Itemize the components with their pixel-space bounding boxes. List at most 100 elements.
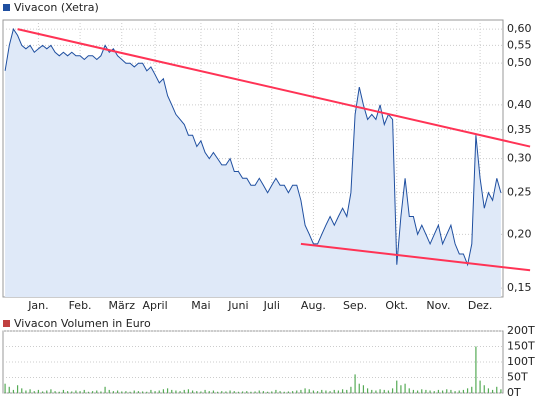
x-tick-label: Okt.: [385, 299, 408, 312]
volume-bar: [383, 389, 385, 393]
volume-bar: [141, 391, 144, 393]
volume-bar: [46, 390, 48, 393]
volume-bar: [229, 390, 231, 393]
volume-bar: [50, 389, 52, 393]
volume-bar: [337, 390, 340, 393]
y-tick-label: 50T: [507, 371, 528, 384]
volume-bar: [362, 385, 365, 393]
y-tick-label: 0,25: [507, 186, 532, 199]
volume-bar: [175, 390, 177, 393]
y-tick-label: 0,50: [507, 56, 532, 69]
volume-bar: [421, 389, 423, 393]
volume-bar: [400, 385, 402, 393]
volume-bar: [54, 391, 56, 393]
volume-bar: [283, 391, 285, 393]
volume-bar: [404, 383, 406, 393]
y-tick-label: 0,20: [507, 227, 532, 240]
legend-label: Vivacon Volumen in Euro: [14, 317, 151, 330]
volume-bar: [233, 391, 235, 393]
volume-bar: [346, 389, 348, 393]
volume-bar: [287, 391, 290, 393]
y-tick-label: 0,40: [507, 98, 532, 111]
legend-swatch: [3, 320, 10, 327]
volume-bar: [171, 389, 173, 393]
y-tick-label: 0,35: [507, 123, 532, 136]
x-tick-label: Dez.: [468, 299, 493, 312]
volume-bar: [266, 391, 269, 393]
volume-bar: [479, 380, 481, 393]
volume-bar: [366, 388, 369, 393]
volume-bar: [316, 391, 319, 393]
volume-bar: [433, 391, 435, 393]
volume-bar: [96, 390, 98, 393]
volume-bar: [262, 391, 265, 393]
volume-bar: [116, 390, 119, 393]
volume-bar: [108, 389, 110, 393]
volume-bar: [312, 390, 315, 393]
volume-bar: [183, 389, 185, 393]
y-tick-label: 0,15: [507, 281, 532, 294]
volume-bar: [416, 390, 419, 393]
volume-bar: [137, 391, 140, 393]
volume-bar: [458, 390, 460, 393]
volume-bar: [200, 391, 202, 393]
volume-bar: [179, 391, 181, 393]
volume-bar: [271, 391, 273, 393]
volume-bar: [258, 390, 260, 393]
volume-bar: [241, 391, 244, 393]
y-tick-label: 0,30: [507, 152, 532, 165]
volume-bar: [321, 389, 323, 393]
volume-bar: [208, 391, 210, 393]
volume-bar: [462, 389, 465, 393]
volume-bar: [225, 391, 227, 393]
volume-bar: [254, 391, 256, 393]
volume-bar: [12, 389, 15, 393]
x-tick-label: März: [108, 299, 135, 312]
x-tick-label: Aug.: [301, 299, 326, 312]
y-tick-label: 0T: [507, 386, 521, 399]
volume-bar: [133, 390, 135, 393]
volume-bar: [446, 389, 448, 393]
volume-bar: [396, 380, 398, 393]
volume-bar: [162, 389, 165, 393]
volume-bar: [412, 389, 415, 393]
volume-bar: [379, 389, 381, 393]
volume-bar: [391, 388, 394, 393]
area: [5, 29, 501, 297]
volume-bar: [91, 391, 94, 393]
volume-bar: [375, 390, 377, 393]
volume-bar: [471, 386, 473, 393]
volume-bar: [279, 391, 281, 393]
legend-label: Vivacon (Xetra): [14, 1, 99, 14]
volume-bar: [75, 390, 77, 393]
volume-bar: [121, 391, 123, 393]
volume-bar: [454, 391, 456, 393]
volume-bar: [487, 388, 490, 393]
volume-bar: [66, 391, 69, 393]
x-tick-label: Mai: [191, 299, 210, 312]
y-tick-label: 150T: [507, 340, 535, 353]
volume-bar: [216, 391, 219, 393]
volume-bar: [341, 389, 344, 393]
x-tick-label: Juni: [227, 299, 248, 312]
trend-line: [17, 28, 531, 148]
volume-bar: [150, 389, 152, 393]
volume-bar: [304, 388, 306, 393]
y-tick-label: 200T: [507, 324, 535, 337]
legend-swatch: [3, 4, 10, 11]
volume-bar: [154, 391, 156, 393]
volume-bar: [300, 389, 302, 393]
volume-bar: [475, 346, 477, 393]
x-tick-label: Juli: [263, 299, 280, 312]
volume-bar: [25, 390, 27, 393]
volume-bar: [204, 389, 206, 393]
volume-bar: [491, 389, 494, 393]
trend-line: [300, 242, 531, 272]
volume-bar: [371, 389, 373, 393]
volume-bar: [112, 391, 115, 393]
volume-bar: [8, 386, 10, 393]
volume-bar: [466, 388, 469, 393]
volume-bar: [187, 389, 190, 393]
volume-bar: [246, 391, 248, 393]
